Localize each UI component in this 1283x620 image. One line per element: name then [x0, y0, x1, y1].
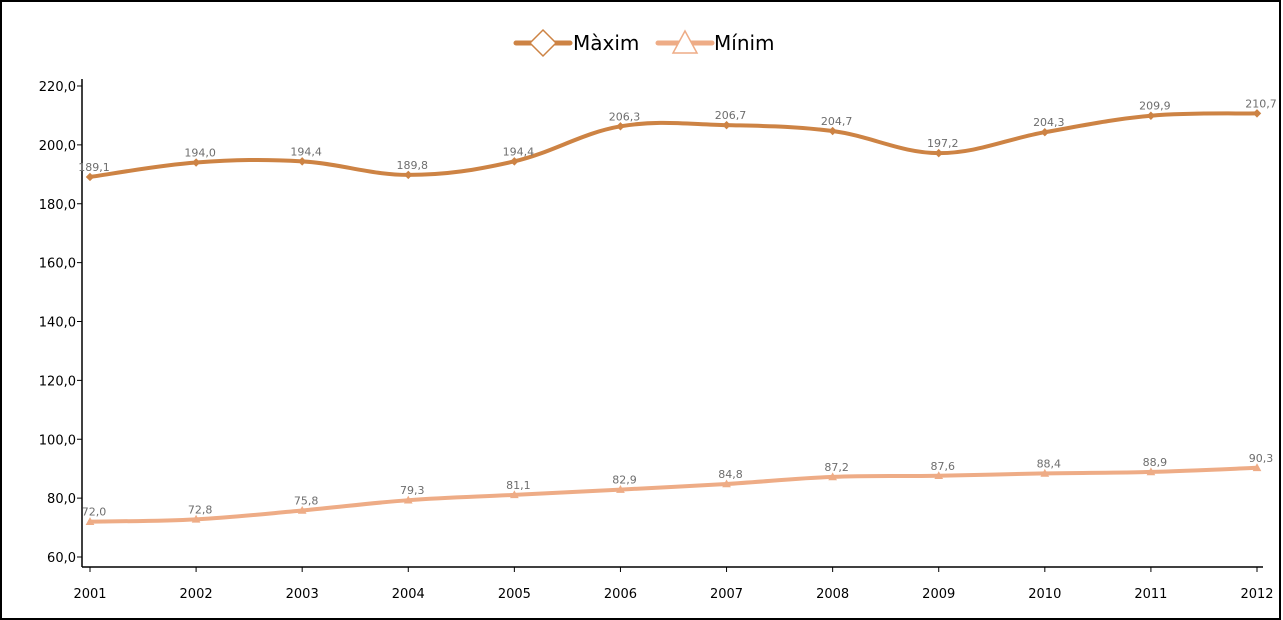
chart-series: [85, 109, 1262, 525]
point-minim-2002: [191, 514, 201, 523]
y-tick-label: 160,0: [39, 257, 76, 272]
y-tick-label: 140,0: [39, 316, 76, 331]
point-minim-2001: [85, 517, 95, 525]
point-maxim-2001: [85, 172, 95, 182]
x-tick-label: 2009: [922, 587, 955, 602]
data-label-minim-2007: 84,8: [718, 468, 743, 481]
x-tick-label: 2012: [1240, 587, 1273, 602]
data-label-maxim-2008: 204,7: [821, 115, 853, 128]
x-tick-label: 2006: [604, 587, 637, 602]
x-tick-label: 2011: [1134, 587, 1167, 602]
data-label-minim-2011: 88,9: [1143, 456, 1168, 469]
chart-axes: 60,0 80,0 100,0 120,0 140,0 160,0 180,0 200,0 22…: [39, 79, 1274, 602]
point-minim-2011: [1146, 467, 1156, 476]
x-tick-label: 2002: [180, 587, 213, 602]
legend-marker-maxim: [528, 28, 558, 58]
data-label-minim-2009: 87,6: [930, 460, 955, 473]
point-minim-2010: [1040, 468, 1050, 477]
point-maxim-2008: [828, 126, 837, 136]
y-tick-label: 100,0: [39, 433, 76, 448]
x-tick-label: 2003: [286, 587, 319, 602]
point-maxim-2009: [934, 148, 943, 158]
data-label-minim-2002: 72,8: [188, 503, 213, 516]
data-label-minim-2010: 88,4: [1037, 457, 1062, 470]
point-minim-2008: [828, 472, 837, 481]
x-tick-label: 2001: [73, 587, 106, 602]
point-minim-2007: [722, 479, 731, 488]
data-label-maxim-2005: 194,4: [503, 145, 535, 158]
point-maxim-2004: [404, 170, 413, 180]
data-label-maxim-2004: 189,8: [397, 159, 429, 172]
chart-data-labels: 189,1 194,0 194,4 189,8 194,4 206,3 206,7 204,7…: [78, 97, 1277, 518]
y-tick-label: 180,0: [39, 198, 76, 213]
point-maxim-2012: [1252, 109, 1262, 118]
point-minim-2004: [403, 495, 413, 504]
y-tick-label: 60,0: [47, 551, 76, 566]
point-maxim-2011: [1146, 111, 1156, 120]
point-maxim-2003: [297, 157, 307, 166]
y-tick-label: 220,0: [39, 80, 76, 95]
legend-marker-minim: [671, 29, 699, 54]
point-maxim-2006: [616, 122, 625, 131]
x-tick-label: 2008: [816, 587, 849, 602]
data-label-maxim-2009: 197,2: [927, 137, 959, 150]
legend-item-minim: Mínim: [655, 29, 775, 55]
data-label-maxim-2006: 206,3: [609, 110, 641, 123]
legend-label-minim: Mínim: [714, 31, 775, 55]
series-line-minim: [88, 465, 1259, 524]
x-tick-label: 2007: [710, 587, 743, 602]
point-minim-2006: [616, 485, 625, 493]
legend-label-maxim: Màxim: [573, 31, 639, 55]
data-label-maxim-2003: 194,4: [290, 145, 322, 158]
point-maxim-2005: [510, 157, 519, 166]
series-line-maxim: [88, 111, 1259, 179]
data-label-maxim-2001: 189,1: [78, 161, 110, 174]
point-minim-2012: [1252, 463, 1262, 472]
data-label-maxim-2011: 209,9: [1139, 100, 1171, 113]
data-label-maxim-2010: 204,3: [1033, 116, 1065, 129]
data-label-minim-2012: 90,3: [1249, 452, 1274, 465]
chart-legend: Màxim Mínim: [513, 28, 775, 58]
x-tick-label: 2005: [498, 587, 531, 602]
point-minim-2003: [297, 505, 307, 514]
point-minim-2005: [510, 490, 519, 499]
data-label-maxim-2002: 194,0: [184, 147, 216, 160]
y-tick-label: 120,0: [39, 374, 76, 389]
data-label-minim-2004: 79,3: [400, 484, 425, 497]
data-label-maxim-2007: 206,7: [715, 109, 747, 122]
y-tick-label: 80,0: [47, 492, 76, 507]
point-maxim-2010: [1040, 128, 1050, 137]
x-tick-label: 2010: [1028, 587, 1061, 602]
data-label-minim-2005: 81,1: [506, 479, 531, 492]
x-tick-label: 2004: [392, 587, 425, 602]
data-label-maxim-2012: 210,7: [1245, 97, 1277, 110]
data-label-minim-2001: 72,0: [82, 506, 107, 519]
legend-item-maxim: Màxim: [513, 28, 639, 58]
point-maxim-2002: [191, 158, 201, 167]
data-label-minim-2006: 82,9: [612, 474, 637, 487]
point-minim-2009: [934, 471, 944, 480]
point-maxim-2007: [722, 120, 731, 130]
data-label-minim-2008: 87,2: [824, 461, 849, 474]
data-label-minim-2003: 75,8: [294, 494, 319, 507]
y-tick-label: 200,0: [39, 139, 76, 154]
